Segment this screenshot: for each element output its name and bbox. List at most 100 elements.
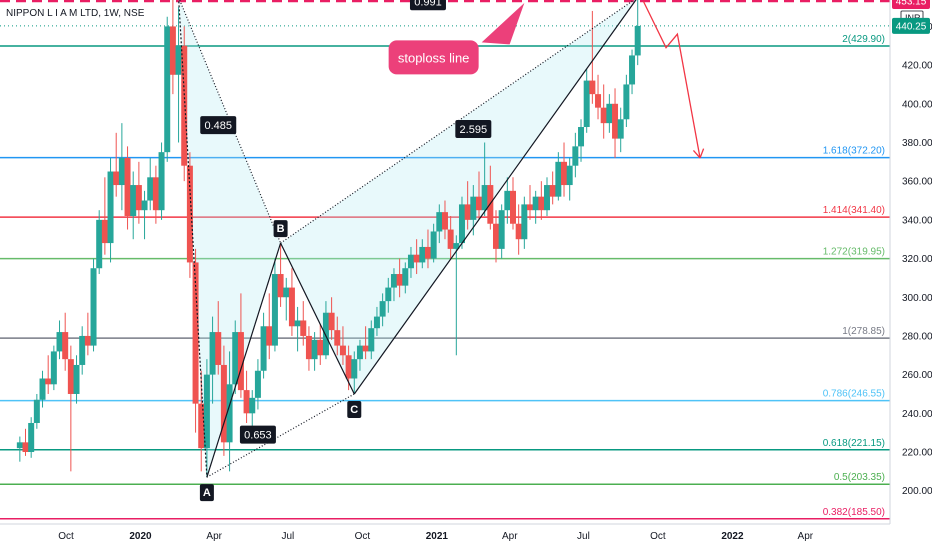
candle-body (130, 185, 137, 217)
fib-level-label: 2(429.90) (842, 34, 885, 45)
candle-body (555, 161, 562, 197)
candle-body (79, 335, 86, 365)
candle-body (113, 171, 120, 186)
candle-body (583, 80, 590, 128)
time-tick-label: Apr (206, 531, 222, 542)
xa-leg (178, 0, 208, 478)
candle-body (260, 326, 267, 371)
candle-body (475, 196, 482, 211)
time-tick-label: 2020 (129, 531, 152, 542)
candle-body (84, 335, 91, 346)
candle-body (510, 190, 516, 224)
callout-box (388, 40, 479, 75)
candle-body (192, 262, 199, 404)
price-tick-label: 400.00 (902, 99, 932, 110)
candle-body (413, 254, 420, 263)
candle-body (158, 152, 165, 211)
candle-body (396, 274, 403, 286)
candle-body (107, 171, 114, 244)
ratio-box (409, 0, 446, 11)
candle-body (339, 345, 346, 356)
candle-body (617, 119, 624, 139)
bc-leg (280, 242, 355, 395)
bcd-triangle (280, 0, 636, 394)
price-tick-label: 320.00 (902, 254, 932, 265)
projection-path (642, 0, 701, 159)
candle-body (504, 190, 511, 211)
candle-body (305, 335, 312, 360)
time-tick-label: 2022 (721, 531, 744, 542)
candle-body (283, 287, 290, 298)
candle-body (379, 301, 386, 317)
candle-body (322, 312, 329, 356)
candle-body (373, 316, 380, 329)
candle-body (549, 185, 556, 197)
candle-body (600, 107, 607, 124)
candle-body (232, 332, 239, 385)
candle-body (311, 339, 318, 360)
candle-body (215, 332, 222, 365)
ab-leg (206, 242, 282, 478)
ac-diagonal (206, 393, 355, 478)
price-tick-label: 280.00 (902, 331, 932, 342)
fib-level-label: 1.414(341.40) (823, 205, 885, 216)
candle-body (629, 55, 636, 85)
candle-body (572, 146, 579, 166)
projection-arrow (642, 0, 705, 159)
fib-level-label: 1.272(319.95) (823, 247, 885, 258)
candle-body (532, 196, 539, 211)
price-axis[interactable]: 200.00 220.00 240.00 260.00 280.00 300.00 320.… (889, 0, 932, 550)
price-tick-label: 420.00 (902, 61, 932, 72)
time-tick-label: Jul (577, 531, 590, 542)
candle-body (203, 374, 210, 449)
candle-body (118, 157, 125, 186)
candle-body (464, 204, 471, 220)
candle-body (186, 165, 193, 263)
candle-body (351, 359, 358, 379)
candle-body (226, 384, 233, 443)
candle-body (481, 185, 488, 211)
candle-body (566, 165, 573, 186)
pattern-point-c-box (347, 400, 362, 418)
candle-body (90, 268, 97, 346)
candles-layer[interactable] (16, 0, 641, 478)
candle-body (101, 219, 108, 244)
candle-body (589, 80, 596, 95)
fib-level-label: 0.786(246.55) (823, 389, 885, 400)
price-tick-label: 360.00 (902, 177, 932, 188)
candle-body (141, 200, 148, 211)
candle-body (623, 84, 630, 120)
time-tick-label: 2021 (426, 531, 449, 542)
candle-body (453, 243, 460, 249)
candle-body (169, 26, 176, 75)
last-price-label: 440.25 (896, 21, 927, 32)
candle-body (249, 397, 256, 414)
candle-body (16, 442, 23, 449)
ratio-box (455, 119, 492, 138)
candle-body (419, 246, 426, 263)
candle-body (334, 330, 341, 346)
candle-body (22, 442, 29, 453)
projection-arrowhead (692, 150, 701, 159)
candle-body (96, 219, 103, 269)
time-tick-label: Oct (355, 531, 371, 542)
candle-body (527, 204, 534, 211)
fib-level-label: 1.618(372.20) (823, 146, 885, 157)
price-tick-label: 300.00 (902, 293, 932, 304)
pattern-point-b-label: B (277, 223, 285, 235)
chart-title: NIPPON L I A M LTD, 1W, NSE (6, 8, 145, 19)
candle-body (124, 157, 131, 217)
last-price-tag (892, 17, 930, 34)
fibonacci-levels: 2.272(471.00)2(429.90)1.618(372.20)1.414… (0, 0, 890, 520)
candle-body (220, 364, 227, 443)
pattern-point-a-label: A (203, 487, 211, 499)
time-axis[interactable]: Oct 2020 Apr Jul Oct 2021 Apr Jul Oct 2022 Apr (0, 523, 890, 542)
price-tick-label: 240.00 (902, 409, 932, 420)
candle-body (33, 399, 40, 423)
ratio-label: 0.991 (414, 0, 442, 8)
candle-body (345, 355, 352, 379)
price-axis-panel (890, 0, 932, 550)
